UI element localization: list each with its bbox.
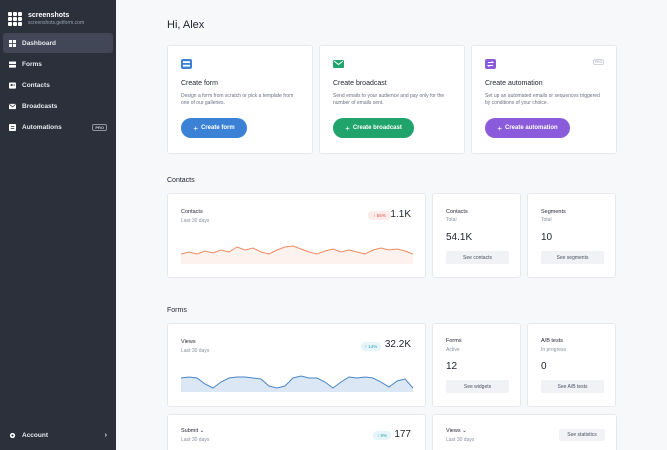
card-title: Create automation [485,80,543,87]
stat-label: Contacts [446,209,468,215]
chevron-down-icon: ⌄ [199,428,205,434]
envelope-icon [333,60,344,68]
sidebar-item-contacts[interactable]: Contacts [3,75,113,95]
chart-value: 1.1K [390,209,411,220]
views-stats-card: Views ⌄ Last 30 days See statistics [432,414,617,450]
sidebar-item-broadcasts[interactable]: Broadcasts [3,96,113,116]
views-chart-card: Views Last 30 days ↑ 14% 32.2K [167,323,426,407]
delta-badge: ↑ 55% [368,211,391,220]
dashboard-icon [9,39,16,47]
stat-sub: Active [446,347,460,353]
stat-label: A/B tests [541,338,564,344]
chart-value: 32.2K [384,339,411,350]
chart-label: Submit [181,428,199,434]
stat-label: Forms [446,338,462,344]
sidebar-nav: Dashboard Forms Contacts Broadcasts Auto… [0,33,116,137]
contacts-chart-card: Contacts Last 30 days ↑ 55% 1.1K [167,193,426,278]
chart-label: Contacts [181,209,203,215]
stat-value: 0 [541,361,547,372]
card-description: Send emails to your audience and pay onl… [333,93,445,106]
workspace-name: screenshots [28,12,70,19]
see-widgets-button[interactable]: See widgets [446,380,509,393]
create-automation-card: PRO Create automation Set up an automate… [471,45,617,154]
see-statistics-button[interactable]: See statistics [559,429,605,441]
sidebar-item-forms[interactable]: Forms [3,54,113,74]
main-content: Hi, Alex Create form Design a form from … [116,0,667,450]
see-segments-button[interactable]: See segments [541,251,604,264]
button-label: Create automation [504,125,558,131]
button-label: Create broadcast [352,125,402,131]
account-menu[interactable]: Account › [3,428,113,442]
stat-value: 10 [541,232,553,243]
chart-period: Last 30 days [181,218,210,224]
create-broadcast-card: Create broadcast Send emails to your aud… [319,45,465,154]
submit-chart-card: Submit ⌄ Last 30 days ↑ 8% 177 [167,414,426,450]
section-title-contacts: Contacts [167,177,195,184]
chevron-down-icon: ⌄ [462,428,467,434]
chevron-right-icon: › [104,431,107,439]
views-dropdown[interactable]: Views ⌄ [446,428,467,434]
pro-badge: PRO [92,123,107,131]
sidebar-item-label: Broadcasts [22,102,58,110]
forms-icon [9,60,16,68]
delta-badge: ↑ 8% [373,431,391,440]
stat-sub: Total [541,217,552,223]
views-sparkline [181,375,413,392]
contacts-sparkline [181,245,413,264]
segments-card: Segments Total 10 See segments [527,193,616,278]
create-form-card: Create form Design a form from scratch o… [167,45,313,154]
chart-period: Last 30 days [181,348,210,354]
logo-icon [8,12,22,26]
gear-icon [9,432,16,438]
page-title: Hi, Alex [167,19,205,31]
automation-icon [485,59,496,69]
chart-value: 177 [394,429,411,440]
sidebar-item-automations[interactable]: Automations PRO [3,117,113,137]
sidebar-item-label: Contacts [22,81,50,89]
card-title: Create broadcast [333,80,387,87]
see-ab-tests-button[interactable]: See A/B tests [541,380,604,393]
create-broadcast-button[interactable]: + Create broadcast [333,118,414,138]
card-title: Create form [181,80,218,87]
form-icon [181,59,192,69]
create-automation-button[interactable]: + Create automation [485,118,570,138]
chart-period: Last 30 days [181,437,210,443]
workspace-switcher[interactable]: screenshots screenshots.getform.com [0,0,116,30]
sidebar-item-label: Forms [22,60,42,68]
submit-dropdown[interactable]: Submit ⌄ [181,428,204,434]
section-title-forms: Forms [167,307,187,314]
forms-active-card: Forms Active 12 See widgets [432,323,521,407]
stat-sub: Total [446,217,457,223]
stat-label: Segments [541,209,566,215]
sidebar-item-dashboard[interactable]: Dashboard [3,33,113,53]
sidebar-item-label: Dashboard [22,39,56,47]
contacts-total-card: Contacts Total 54.1K See contacts [432,193,521,278]
chart-label: Views [446,428,461,434]
button-label: Create form [200,125,235,131]
see-contacts-button[interactable]: See contacts [446,251,509,264]
sidebar: screenshots screenshots.getform.com Dash… [0,0,116,450]
create-form-button[interactable]: + Create form [181,118,247,138]
ab-tests-card: A/B tests In progress 0 See A/B tests [527,323,616,407]
automations-icon [9,123,16,131]
card-description: Set up an automated emails or sequences … [485,93,600,106]
delta-badge: ↑ 14% [361,342,381,351]
stat-value: 12 [446,361,458,372]
broadcasts-icon [9,103,16,109]
stat-value: 54.1K [446,232,473,243]
card-description: Design a form from scratch or pick a tem… [181,93,294,106]
workspace-url: screenshots.getform.com [28,20,85,26]
stat-sub: In progress [541,347,567,353]
chart-label: Views [181,339,196,345]
account-label: Account [22,431,48,439]
chart-period: Last 30 days [446,437,475,443]
sidebar-item-label: Automations [22,123,62,131]
pro-badge: PRO [593,59,604,65]
contacts-icon [9,81,16,89]
